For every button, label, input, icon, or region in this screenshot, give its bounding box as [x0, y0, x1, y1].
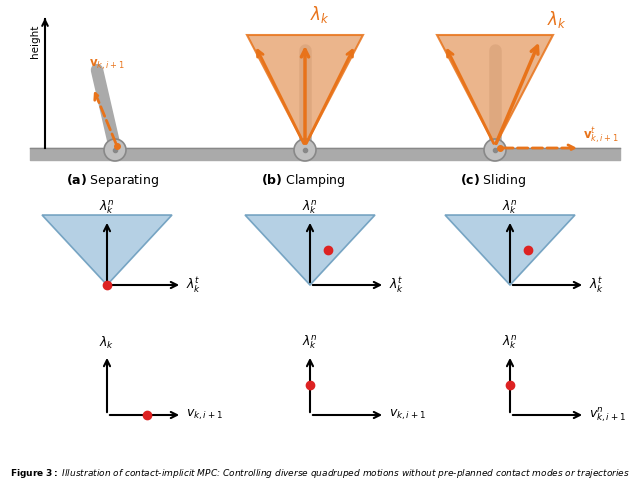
Text: $\lambda^n_k$: $\lambda^n_k$ — [502, 334, 518, 351]
Text: $\lambda^t_k$: $\lambda^t_k$ — [589, 276, 604, 295]
Text: $v_{k,i+1}$: $v_{k,i+1}$ — [389, 408, 426, 422]
Text: $\mathbf{(a)}$ Separating: $\mathbf{(a)}$ Separating — [67, 172, 159, 189]
Circle shape — [294, 139, 316, 161]
Text: $v^n_{k,i+1}$: $v^n_{k,i+1}$ — [589, 405, 626, 425]
Circle shape — [104, 139, 126, 161]
Text: $\lambda_k$: $\lambda_k$ — [99, 335, 115, 351]
Text: $\lambda_k$: $\lambda_k$ — [547, 9, 566, 30]
Polygon shape — [247, 35, 363, 146]
Text: $\lambda^n_k$: $\lambda^n_k$ — [99, 198, 115, 216]
Text: $\mathbf{v}_{k,i+1}$: $\mathbf{v}_{k,i+1}$ — [89, 58, 125, 72]
Text: $\lambda^n_k$: $\lambda^n_k$ — [302, 334, 318, 351]
Text: $\mathbf{(b)}$ Clamping: $\mathbf{(b)}$ Clamping — [260, 172, 346, 189]
Text: $\mathbf{v}^t_{k,i+1}$: $\mathbf{v}^t_{k,i+1}$ — [583, 125, 619, 146]
Text: $\bf{Figure\ 3:}$ Illustration of contact-implicit MPC: Controlling diverse quad: $\bf{Figure\ 3:}$ Illustration of contac… — [10, 467, 630, 480]
Text: $\lambda_k$: $\lambda_k$ — [310, 4, 330, 25]
Text: $\lambda^t_k$: $\lambda^t_k$ — [389, 276, 404, 295]
Text: $\mathbf{(c)}$ Sliding: $\mathbf{(c)}$ Sliding — [460, 172, 526, 189]
Polygon shape — [42, 215, 172, 285]
Text: $\lambda^n_k$: $\lambda^n_k$ — [502, 198, 518, 216]
Text: $\lambda^t_k$: $\lambda^t_k$ — [186, 276, 202, 295]
Polygon shape — [245, 215, 375, 285]
Circle shape — [484, 139, 506, 161]
Text: $v_{k,i+1}$: $v_{k,i+1}$ — [186, 408, 223, 422]
Text: height: height — [30, 25, 40, 59]
Polygon shape — [445, 215, 575, 285]
Polygon shape — [437, 35, 553, 146]
Text: $\lambda^n_k$: $\lambda^n_k$ — [302, 198, 318, 216]
